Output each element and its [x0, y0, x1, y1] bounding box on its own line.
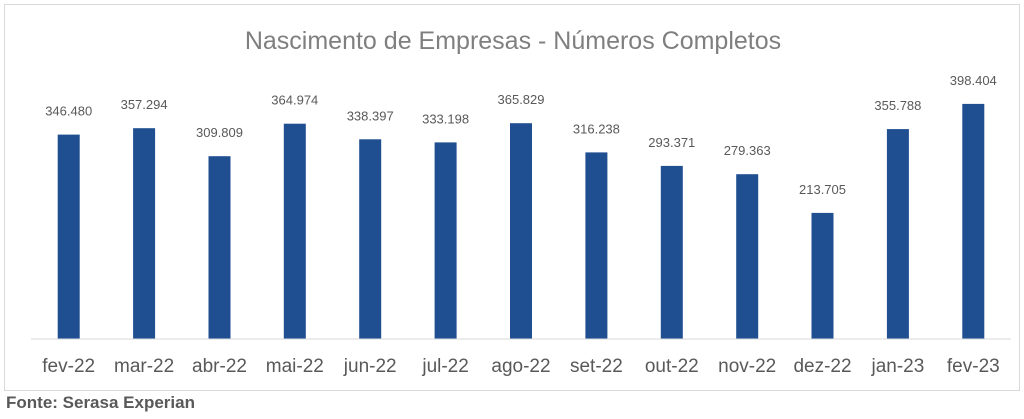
- value-label-abr-22: 309.809: [196, 125, 243, 140]
- x-tick-label-abr-22: abr-22: [192, 356, 247, 377]
- value-label-jan-23: 355.788: [874, 98, 921, 113]
- x-tick-label-out-22: out-22: [645, 356, 699, 377]
- bar-nov-22: [736, 174, 759, 339]
- x-tick-label-mai-22: mai-22: [266, 356, 324, 377]
- x-tick-label-fev-23: fev-23: [947, 356, 1000, 377]
- bar-chart: Nascimento de Empresas - Números Complet…: [31, 27, 1011, 377]
- bar-jul-22: [434, 142, 457, 339]
- value-label-mar-22: 357.294: [121, 97, 168, 112]
- bar-set-22: [585, 152, 608, 339]
- value-label-jun-22: 338.397: [347, 108, 394, 123]
- x-tick-label-mar-22: mar-22: [114, 356, 174, 377]
- value-label-jul-22: 333.198: [422, 111, 469, 126]
- value-label-fev-23: 398.404: [950, 73, 997, 88]
- x-tick-label-jan-23: jan-23: [870, 356, 924, 377]
- bar-dez-22: [811, 212, 834, 339]
- value-label-out-22: 293.371: [648, 135, 695, 150]
- x-tick-label-ago-22: ago-22: [491, 356, 550, 377]
- x-tick-label-jul-22: jul-22: [421, 356, 468, 377]
- bar-fev-23: [962, 103, 985, 340]
- value-label-set-22: 316.238: [573, 121, 620, 136]
- bar-jan-23: [886, 129, 909, 339]
- value-labels-layer: 346.480 357.294 309.809 364.974 338.397 333.1…: [45, 73, 997, 197]
- bar-abr-22: [208, 156, 231, 339]
- x-tick-label-dez-22: dez-22: [793, 356, 851, 377]
- x-tick-label-jun-22: jun-22: [343, 356, 397, 377]
- value-label-ago-22: 365.829: [498, 92, 545, 107]
- chart-title: Nascimento de Empresas - Números Complet…: [245, 27, 781, 55]
- bar-ago-22: [510, 123, 532, 339]
- bar-jun-22: [359, 139, 382, 339]
- value-label-dez-22: 213.705: [799, 182, 846, 197]
- bar-out-22: [660, 165, 683, 339]
- x-tick-label-fev-22: fev-22: [42, 356, 95, 377]
- x-tick-labels-layer: fev-22 mar-22 abr-22 mai-22 jun-22 jul-22 ago-…: [42, 356, 999, 377]
- source-note: Fonte: Serasa Experian: [6, 393, 195, 412]
- value-label-mai-22: 364.974: [271, 93, 318, 108]
- bar-fev-22: [57, 134, 80, 339]
- bar-mai-22: [283, 123, 306, 339]
- x-tick-label-nov-22: nov-22: [718, 356, 776, 377]
- value-label-nov-22: 279.363: [724, 143, 771, 158]
- bars-layer: [57, 103, 985, 340]
- chart-frame: Nascimento de Empresas - Números Complet…: [4, 4, 1020, 391]
- bar-mar-22: [133, 128, 156, 339]
- value-label-fev-22: 346.480: [45, 104, 92, 119]
- x-tick-label-set-22: set-22: [570, 356, 623, 377]
